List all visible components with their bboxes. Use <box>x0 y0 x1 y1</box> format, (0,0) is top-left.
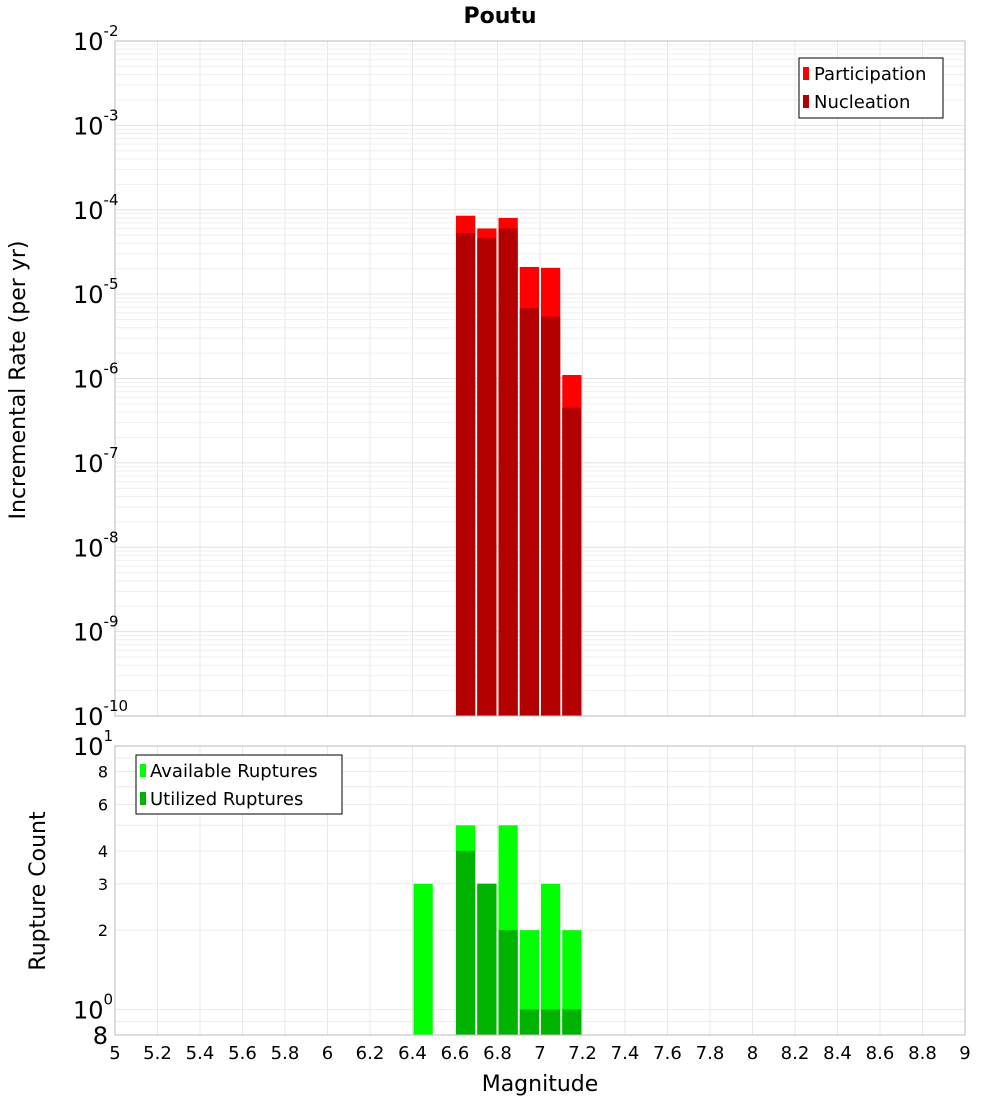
top-y-tick-labels: 10-10 10-9 10-8 10-7 10-6 10-5 10-4 10-3 10-2 <box>73 22 128 731</box>
bottom-y-tick-label: 2 <box>98 921 108 940</box>
top-y-tick-label: 10-5 <box>73 275 119 309</box>
top-legend-box <box>798 57 944 119</box>
x-tick-label: 6.4 <box>398 1043 427 1064</box>
legend-swatch-participation <box>803 67 809 80</box>
bottom-plot-border <box>114 745 966 1036</box>
top-y-tick-label: 10-2 <box>73 22 119 56</box>
top-y-tick-label: 10-10 <box>73 697 128 731</box>
top-legend: Participation Nucleation <box>798 57 944 119</box>
top-y-axis-label: Incremental Rate (per yr) <box>6 241 31 520</box>
x-tick-label: 9 <box>959 1043 970 1064</box>
bar-available-ruptures-7-05 <box>541 883 561 1035</box>
bottom-y-tick-label: 6 <box>98 795 108 814</box>
bottom-y-tick-label: 8 <box>98 763 108 782</box>
x-tick-label: 8.2 <box>781 1043 810 1064</box>
x-tick-label: 8 <box>747 1043 758 1064</box>
x-tick-label: 5 <box>109 1043 120 1064</box>
x-tick-label: 7 <box>534 1043 545 1064</box>
top-y-tick-label: 10-4 <box>73 191 119 225</box>
x-tick-label: 8.6 <box>866 1043 895 1064</box>
bottom-y-tick-label: 8 <box>93 1022 108 1050</box>
x-tick-label: 7.4 <box>611 1043 640 1064</box>
legend-label-utilized-ruptures: Utilized Ruptures <box>150 789 303 810</box>
x-tick-label: 5.6 <box>228 1043 257 1064</box>
bar-nucleation-6-85 <box>498 228 518 716</box>
legend-swatch-available-ruptures <box>140 764 146 777</box>
x-tick-label: 8.8 <box>908 1043 937 1064</box>
bottom-y-tick-label-major: 101 <box>73 727 113 761</box>
bar-nucleation-6-95 <box>519 308 539 716</box>
bottom-legend: Available Ruptures Utilized Ruptures <box>135 754 343 815</box>
x-tick-label: 7.2 <box>568 1043 597 1064</box>
x-tick-label: 6.6 <box>441 1043 470 1064</box>
bar-available-ruptures-6-45 <box>413 883 433 1035</box>
top-bars <box>456 215 582 717</box>
top-plot-border <box>114 40 966 717</box>
top-y-tick-label: 10-7 <box>73 444 119 478</box>
top-y-tick-label: 10-8 <box>73 528 119 562</box>
bottom-y-tick-label: 4 <box>98 842 108 861</box>
bar-utilized-ruptures-7-15 <box>562 1009 582 1035</box>
x-tick-label: 8.4 <box>823 1043 852 1064</box>
bar-utilized-ruptures-6-85 <box>498 930 518 1035</box>
top-y-tick-label: 10-3 <box>73 106 119 140</box>
x-tick-labels: 5 5.2 5.4 5.6 5.8 6 6.2 6.4 6.6 6.8 7 7.2 7.4 7.6 7.8 8… <box>109 1043 970 1064</box>
bar-utilized-ruptures-6-75 <box>477 883 497 1035</box>
bar-available-ruptures-7-15 <box>562 930 582 1035</box>
top-y-tick-label: 10-6 <box>73 360 119 394</box>
bar-available-ruptures-6-95 <box>519 930 539 1035</box>
x-tick-label: 6 <box>322 1043 333 1064</box>
x-axis-label: Magnitude <box>482 1072 599 1097</box>
x-tick-label: 7.6 <box>653 1043 682 1064</box>
bar-nucleation-6-65 <box>456 233 476 716</box>
bottom-y-tick-label-major: 100 <box>73 990 113 1024</box>
legend-label-nucleation: Nucleation <box>814 92 910 113</box>
bar-utilized-ruptures-7-05 <box>541 1009 561 1035</box>
x-tick-label: 5.2 <box>143 1043 172 1064</box>
bottom-y-axis-label: Rupture Count <box>26 811 51 971</box>
top-y-tick-label: 10-9 <box>73 613 119 647</box>
bar-nucleation-7-05 <box>541 316 561 716</box>
x-tick-label: 7.8 <box>696 1043 725 1064</box>
x-tick-label: 5.8 <box>271 1043 300 1064</box>
legend-label-available-ruptures: Available Ruptures <box>150 761 318 782</box>
x-tick-label: 6.8 <box>483 1043 512 1064</box>
x-tick-label: 6.2 <box>356 1043 385 1064</box>
bar-utilized-ruptures-6-95 <box>519 1009 539 1035</box>
x-tick-label: 5.4 <box>186 1043 215 1064</box>
bottom-legend-box <box>135 754 343 815</box>
bar-nucleation-7-15 <box>562 407 582 716</box>
bar-nucleation-6-75 <box>477 238 497 716</box>
bottom-bars <box>413 825 582 1035</box>
bottom-y-tick-label: 3 <box>98 875 108 894</box>
chart-title: Poutu <box>463 4 536 29</box>
legend-label-participation: Participation <box>814 64 926 85</box>
legend-swatch-utilized-ruptures <box>140 792 146 805</box>
top-grid <box>114 41 966 717</box>
legend-swatch-nucleation <box>803 95 809 108</box>
bar-utilized-ruptures-6-65 <box>456 850 476 1035</box>
